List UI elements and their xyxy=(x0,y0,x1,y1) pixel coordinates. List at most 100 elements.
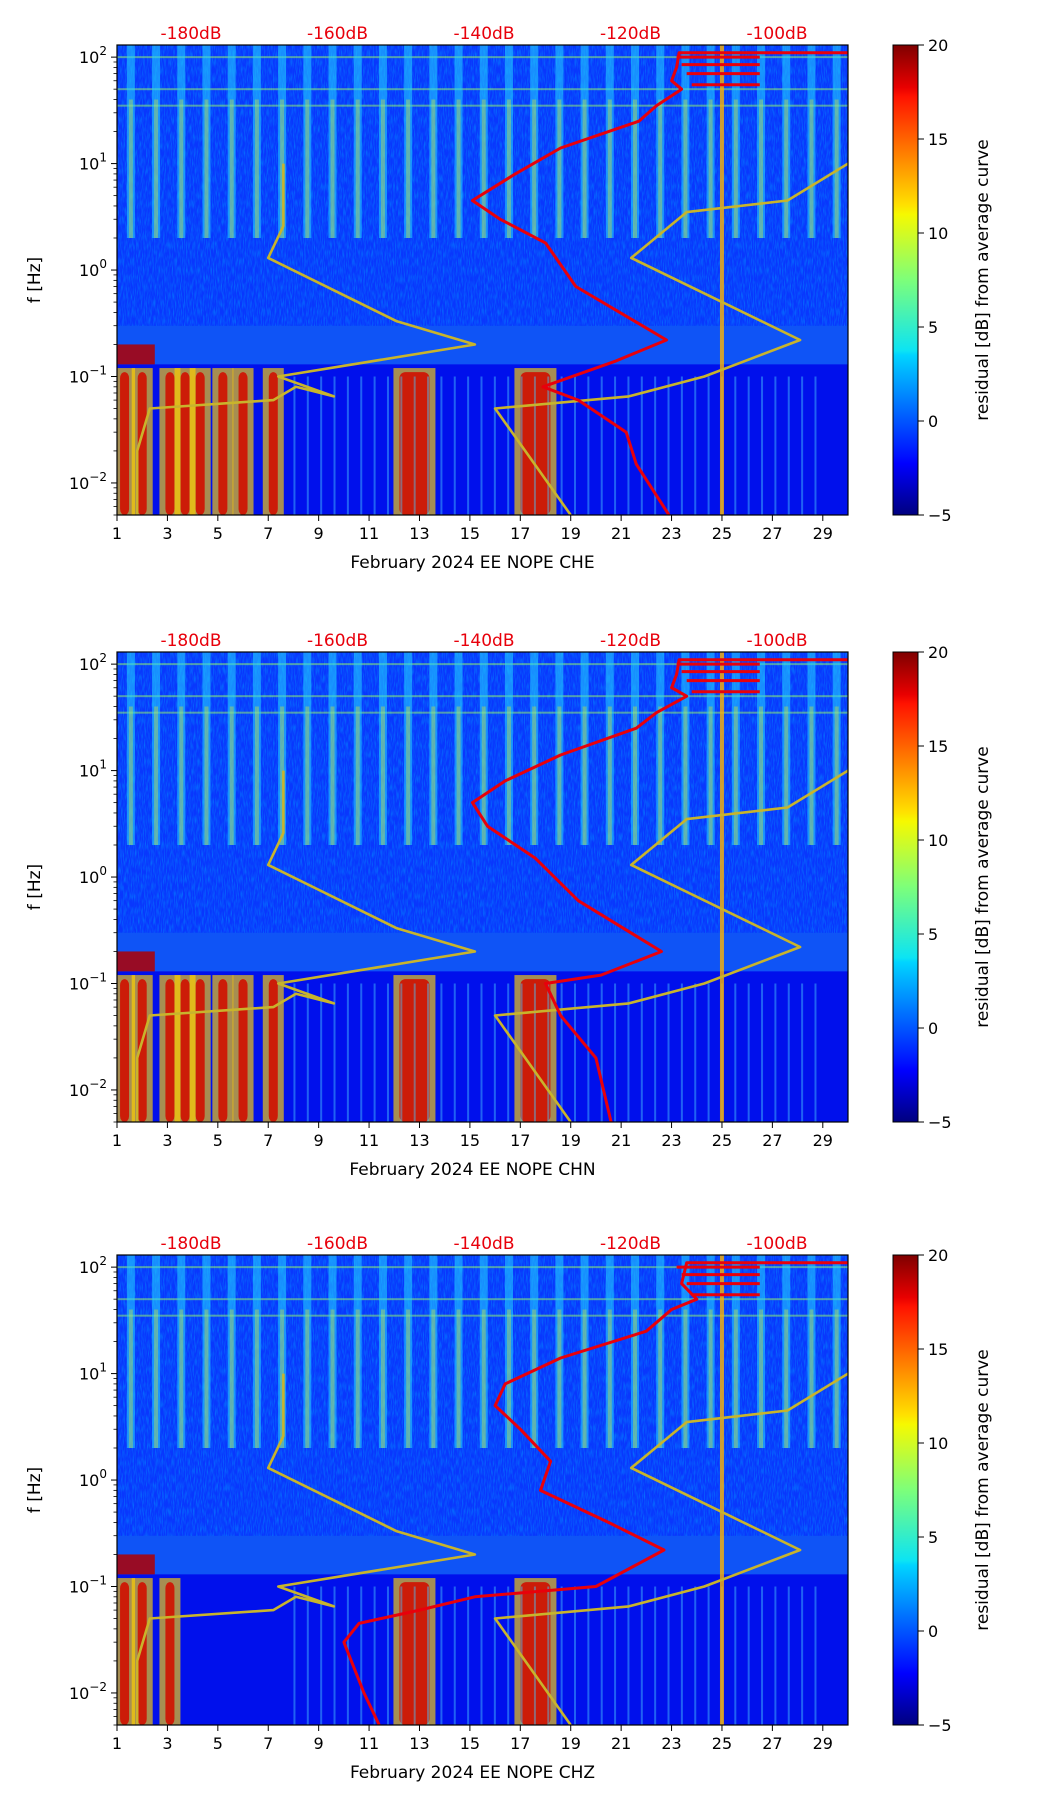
y-tick-base: 10 xyxy=(69,474,89,493)
heatmap-day-stripe xyxy=(580,652,589,845)
heatmap-streak xyxy=(467,1586,470,1725)
heatmap-day-core xyxy=(179,99,184,238)
y-tick-exp: −1 xyxy=(89,1573,107,1587)
db-axis-label: -180dB xyxy=(160,631,221,651)
heatmap-day-core xyxy=(607,99,612,238)
y-tick-base: 10 xyxy=(69,974,89,993)
y-tick-base: 10 xyxy=(79,1258,99,1277)
y-tick-base: 10 xyxy=(69,367,89,386)
db-axis-label: -120dB xyxy=(600,1234,661,1254)
heatmap-day-core xyxy=(733,706,738,845)
heatmap-day-stripe xyxy=(152,45,161,238)
y-tick-base: 10 xyxy=(79,155,99,174)
heatmap-day-core xyxy=(658,1309,663,1448)
x-tick-label: 21 xyxy=(611,1734,631,1753)
heatmap-streak xyxy=(386,1586,389,1725)
y-tick-label: 101 xyxy=(79,151,107,174)
colorbar-tick-label: 0 xyxy=(928,1622,938,1641)
colorbar-tick-label: −5 xyxy=(928,1113,952,1132)
x-tick-label: 11 xyxy=(359,1734,379,1753)
x-tick-label: 21 xyxy=(611,524,631,543)
heatmap-day-stripe xyxy=(504,652,513,845)
heatmap-day-stripe xyxy=(378,652,387,845)
heatmap-streak xyxy=(440,1586,443,1725)
heatmap-day-stripe xyxy=(504,1255,513,1448)
heatmap-day-core xyxy=(380,1309,385,1448)
heatmap-day-stripe xyxy=(706,45,715,238)
heatmap-event xyxy=(520,372,551,515)
db-axis-label: -120dB xyxy=(600,631,661,651)
heatmap-microseism-hot xyxy=(117,1554,155,1575)
heatmap-event xyxy=(399,1582,430,1725)
y-tick-label: 102 xyxy=(79,44,107,67)
x-tick-label: 13 xyxy=(409,524,429,543)
x-tick-label: 9 xyxy=(314,524,324,543)
heatmap-day-stripe xyxy=(353,652,362,845)
heatmap-day-stripe xyxy=(126,1255,135,1448)
x-tick-label: 27 xyxy=(762,1734,782,1753)
db-axis-label: -140dB xyxy=(453,24,514,44)
heatmap-day-core xyxy=(229,1309,234,1448)
plot-area xyxy=(117,1255,848,1725)
y-tick-label: 100 xyxy=(79,1467,107,1490)
x-tick-label: 15 xyxy=(460,1734,480,1753)
heatmap-day-core xyxy=(532,1309,537,1448)
heatmap-day-stripe xyxy=(681,45,690,238)
heatmap-microseism-hot xyxy=(117,951,155,972)
heatmap-day-core xyxy=(809,706,814,845)
heatmap-day-core xyxy=(784,99,789,238)
y-tick-exp: 0 xyxy=(99,257,107,271)
heatmap-streak xyxy=(761,1586,764,1725)
colorbar-tick-label: 5 xyxy=(928,1528,938,1547)
heatmap-streak xyxy=(747,376,750,515)
heatmap-streak xyxy=(600,1586,603,1725)
heatmap-day-stripe xyxy=(782,652,791,845)
heatmap-streak xyxy=(680,983,683,1122)
heatmap-streak xyxy=(734,983,737,1122)
heatmap-day-core xyxy=(759,706,764,845)
colorbar-tick-label: 20 xyxy=(928,643,948,662)
heatmap-day-stripe xyxy=(681,1255,690,1448)
heatmap-event xyxy=(137,372,147,515)
heatmap-streak xyxy=(440,376,443,515)
heatmap-day-stripe xyxy=(479,652,488,845)
heatmap-streak xyxy=(400,1586,403,1725)
heatmap-day-core xyxy=(834,706,839,845)
heatmap-streak xyxy=(507,1586,510,1725)
x-tick-label: 29 xyxy=(813,1734,833,1753)
heatmap-streak xyxy=(574,1586,577,1725)
heatmap-streak xyxy=(627,1586,630,1725)
x-tick-label: 29 xyxy=(813,1131,833,1150)
heatmap-event xyxy=(120,1582,130,1725)
heatmap-day-core xyxy=(809,1309,814,1448)
heatmap-microseism-band xyxy=(117,1535,848,1575)
y-tick-base: 10 xyxy=(79,48,99,67)
heatmap-day-core xyxy=(204,1309,209,1448)
heatmap-day-core xyxy=(355,706,360,845)
heatmap-streak xyxy=(574,983,577,1122)
heatmap-day-core xyxy=(607,1309,612,1448)
heatmap-streak xyxy=(386,983,389,1122)
heatmap-day-stripe xyxy=(152,1255,161,1448)
heatmap-event xyxy=(218,979,228,1122)
colorbar xyxy=(892,651,919,1123)
heatmap-day-core xyxy=(506,1309,511,1448)
heatmap-streak xyxy=(707,376,710,515)
heatmap-day-stripe xyxy=(757,652,766,845)
heatmap-streak xyxy=(640,376,643,515)
heatmap-day-stripe xyxy=(631,45,640,238)
db-axis-label: -180dB xyxy=(160,24,221,44)
colorbar-tick-label: 10 xyxy=(928,831,948,850)
heatmap-streak xyxy=(320,376,323,515)
y-axis-label: f [Hz] xyxy=(25,1467,45,1513)
y-tick-exp: −2 xyxy=(89,470,107,484)
heatmap-streak xyxy=(801,1586,804,1725)
heatmap-streak xyxy=(774,1586,777,1725)
x-tick-label: 27 xyxy=(762,524,782,543)
heatmap-day-core xyxy=(784,706,789,845)
heatmap-streak xyxy=(654,1586,657,1725)
heatmap-day-stripe xyxy=(807,1255,816,1448)
heatmap-day-stripe xyxy=(202,652,211,845)
heatmap-day-stripe xyxy=(731,45,740,238)
heatmap-streak xyxy=(507,983,510,1122)
